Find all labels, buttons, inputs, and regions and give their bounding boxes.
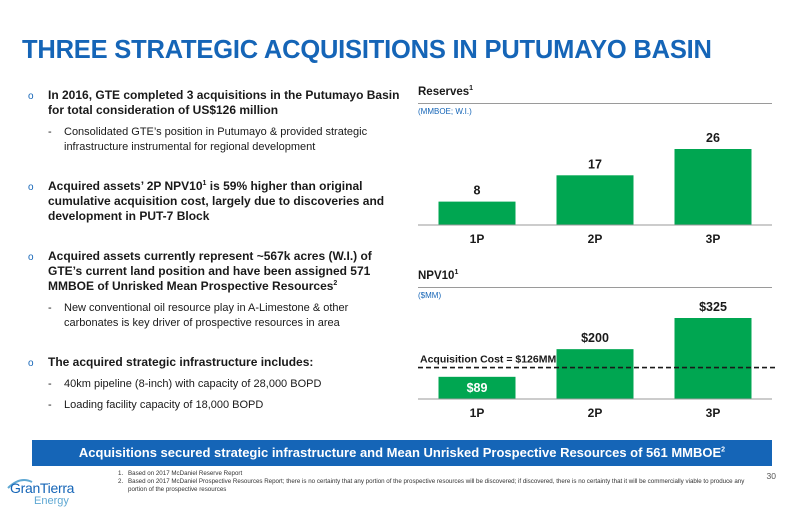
- bullet-item: o In 2016, GTE completed 3 acquisitions …: [28, 88, 400, 118]
- sub-bullet-marker: -: [48, 126, 52, 138]
- footnotes: 1. Based on 2017 McDaniel Reserve Report …: [118, 470, 758, 494]
- data-label: 26: [706, 131, 720, 145]
- bullet-text: Acquired assets’ 2P NPV101 is 59% higher…: [48, 179, 385, 223]
- page-number: 30: [766, 471, 776, 481]
- data-label: $89: [467, 381, 488, 395]
- npv10-title-rule: [418, 287, 772, 288]
- footnote: 1. Based on 2017 McDaniel Reserve Report: [118, 470, 243, 477]
- data-label: 8: [474, 184, 481, 198]
- bar: [556, 349, 634, 399]
- sub-bullet-text: 40km pipeline (8-inch) with capacity of …: [64, 378, 322, 390]
- sub-bullet-text: New conventional oil resource play in A-…: [64, 302, 349, 329]
- category-tick-label: 1P: [470, 406, 485, 420]
- bullet-marker: o: [28, 358, 34, 369]
- reserves-bar-chart: 8 1P 17 2P 26 3P: [418, 131, 772, 246]
- npv10-chart-title: NPV101: [418, 269, 459, 282]
- sub-bullet-text: Loading facility capacity of 18,000 BOPD: [64, 399, 264, 411]
- bar: [674, 318, 752, 399]
- logo-wordmark: GranTierra: [10, 480, 75, 496]
- reserves-chart-title: Reserves1: [418, 85, 474, 98]
- sub-bullet-item: - 40km pipeline (8-inch) with capacity o…: [28, 377, 400, 392]
- bullet-item: o The acquired strategic infrastructure …: [28, 355, 400, 370]
- category-tick-label: 1P: [470, 232, 485, 246]
- npv10-chart-unit: ($MM): [418, 291, 442, 300]
- data-label: $200: [581, 331, 609, 345]
- bar: [438, 201, 516, 225]
- acquisition-cost-label: Acquisition Cost = $126MM: [420, 354, 556, 366]
- sub-bullet-text: Consolidated GTE’s position in Putumayo …: [64, 126, 368, 153]
- category-tick-label: 3P: [706, 232, 721, 246]
- data-label: $325: [699, 300, 727, 314]
- category-tick-label: 3P: [706, 406, 721, 420]
- bullet-list: o In 2016, GTE completed 3 acquisitions …: [28, 88, 400, 419]
- page-title: THREE STRATEGIC ACQUISITIONS IN PUTUMAYO…: [22, 36, 712, 64]
- bullet-text: The acquired strategic infrastructure in…: [48, 355, 314, 369]
- summary-banner: Acquisitions secured strategic infrastru…: [32, 440, 772, 466]
- sub-bullet-item: - Loading facility capacity of 18,000 BO…: [28, 398, 400, 413]
- reserves-chart-unit: (MMBOE; W.I.): [418, 107, 472, 116]
- data-label: 17: [588, 157, 602, 171]
- footnote: 2. Based on 2017 McDaniel Prospective Res…: [118, 478, 745, 493]
- sub-bullet-item: - New conventional oil resource play in …: [28, 301, 400, 331]
- bullet-marker: o: [28, 91, 34, 102]
- logo-swoosh-icon: [7, 479, 33, 489]
- category-tick-label: 2P: [588, 232, 603, 246]
- category-tick-label: 2P: [588, 406, 603, 420]
- bullet-text: In 2016, GTE completed 3 acquisitions in…: [48, 88, 400, 117]
- sub-bullet-marker: -: [48, 302, 52, 314]
- npv10-bar-chart: $89 1P $200 2P $325 3P Acquisition Cost = $126…: [418, 300, 778, 420]
- bullet-text: Acquired assets currently represent ~567…: [48, 249, 372, 293]
- sub-bullet-marker: -: [48, 399, 52, 411]
- company-logo: GranTierra Energy: [6, 476, 106, 512]
- reserves-title-rule: [418, 103, 772, 104]
- sub-bullet-marker: -: [48, 378, 52, 390]
- bullet-marker: o: [28, 182, 34, 193]
- bar: [674, 149, 752, 225]
- bullet-marker: o: [28, 252, 34, 263]
- bullet-item: o Acquired assets currently represent ~5…: [28, 249, 400, 294]
- bar: [438, 376, 516, 399]
- sub-bullet-item: - Consolidated GTE’s position in Putumay…: [28, 125, 400, 155]
- logo-subtitle: Energy: [34, 495, 69, 507]
- bullet-item: o Acquired assets’ 2P NPV101 is 59% high…: [28, 179, 400, 224]
- bar: [556, 175, 634, 225]
